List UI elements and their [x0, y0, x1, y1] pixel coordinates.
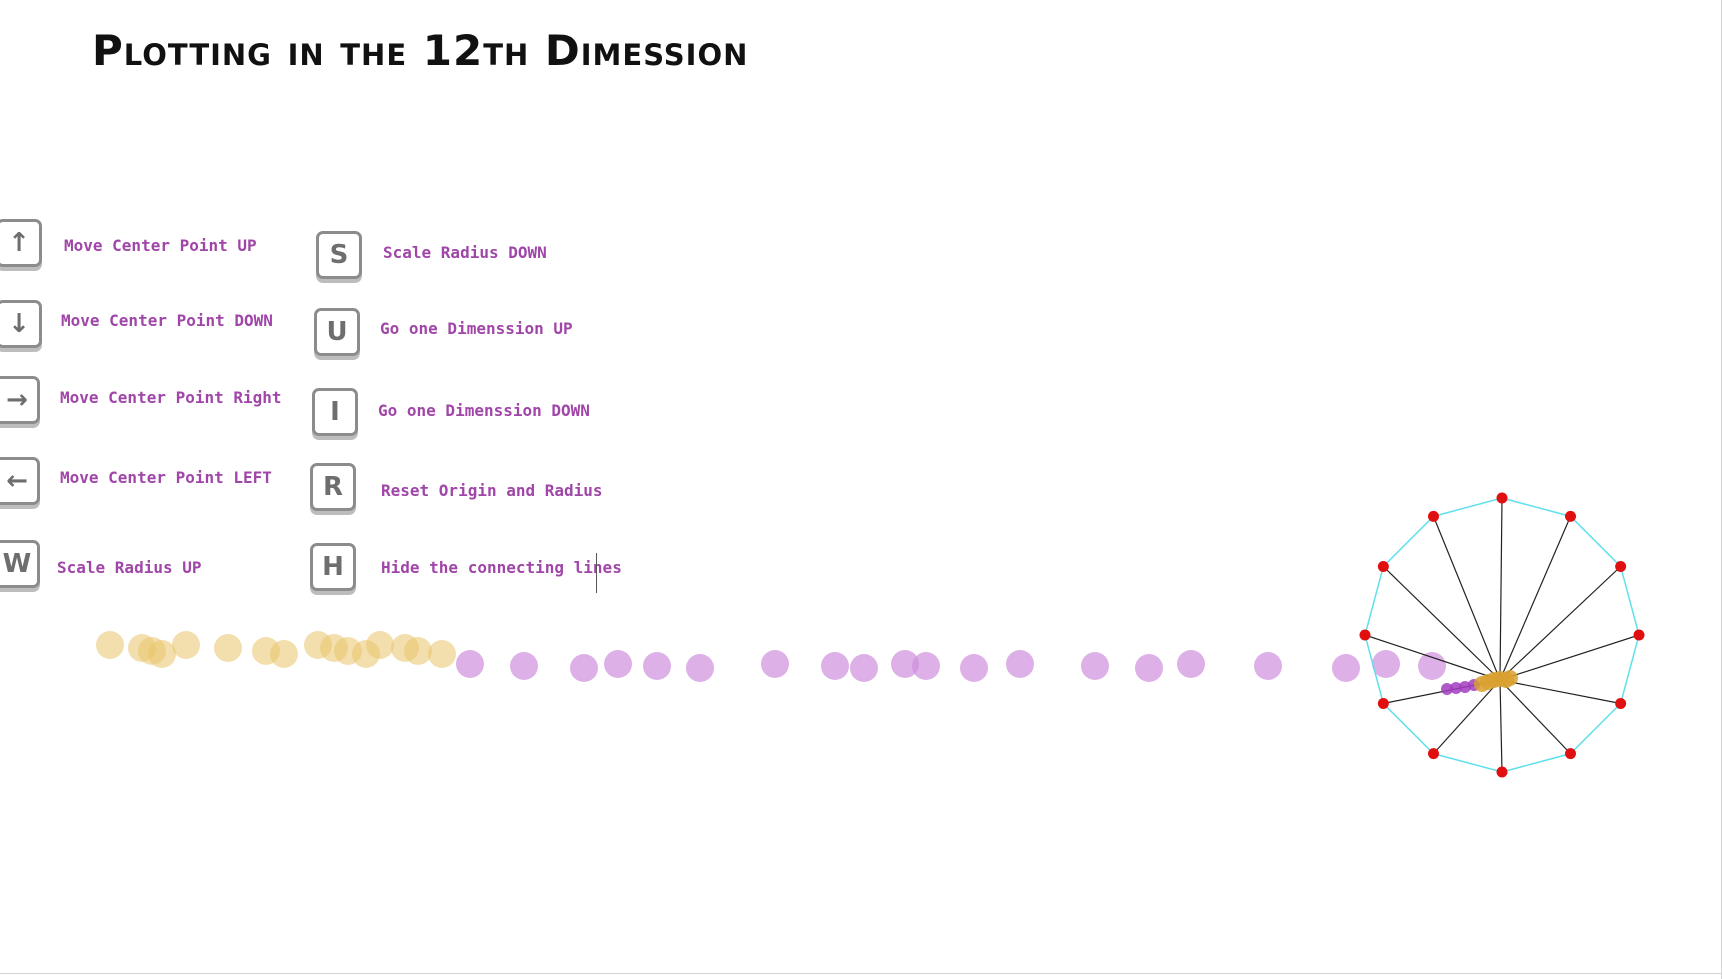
h-key-icon[interactable]: H [310, 543, 356, 591]
i-key-icon[interactable]: I [312, 388, 358, 436]
control-label-hide-lines: Hide the connecting lines [381, 558, 622, 577]
center-point-cluster [1441, 670, 1518, 695]
axis-vertex [1377, 561, 1389, 572]
page-title: Plotting in the 12th Dimession [92, 26, 749, 75]
connecting-lines [1364, 497, 1640, 773]
connecting-line [1432, 516, 1501, 681]
s-key-icon[interactable]: S [316, 231, 362, 279]
trail-point [214, 634, 242, 662]
arrow-up-icon[interactable]: ↑ [0, 219, 42, 267]
control-label-dimension-up: Go one Dimenssion UP [380, 319, 573, 338]
arrow-down-icon[interactable]: ↓ [0, 300, 42, 348]
trail-point [891, 650, 919, 678]
connecting-line [1499, 634, 1640, 681]
trail-point [850, 654, 878, 682]
control-label-move-down: Move Center Point DOWN [61, 311, 273, 330]
trail-point [912, 652, 940, 680]
connecting-line [1499, 516, 1572, 681]
connecting-line [1499, 679, 1503, 773]
axis-vertex [1428, 748, 1439, 760]
connecting-line [1499, 497, 1503, 681]
connecting-line [1499, 679, 1571, 755]
trail-point [1081, 652, 1109, 680]
control-label-reset: Reset Origin and Radius [381, 481, 603, 500]
control-label-move-right: Move Center Point Right [60, 388, 282, 407]
r-key-icon[interactable]: R [310, 463, 356, 511]
trail-point [1177, 650, 1205, 678]
trail-point [1418, 652, 1446, 680]
w-key-icon[interactable]: W [0, 540, 40, 588]
trail-point [366, 631, 394, 659]
connecting-line [1499, 566, 1622, 681]
center-point [1502, 670, 1518, 686]
axis-vertex [1615, 561, 1627, 572]
connecting-line [1364, 634, 1501, 681]
axis-vertex [1377, 698, 1389, 709]
trail-point [404, 637, 432, 665]
axis-vertex [1496, 766, 1508, 778]
trail-point [960, 654, 988, 682]
axis-vertices [1359, 492, 1645, 778]
control-label-scale-down: Scale Radius DOWN [383, 243, 547, 262]
text-caret [596, 553, 597, 593]
axis-vertex [1565, 510, 1576, 522]
arrow-right-icon[interactable]: → [0, 376, 40, 424]
trail-point [821, 652, 849, 680]
trail-point [172, 631, 200, 659]
trail-point [148, 640, 176, 668]
trail-point [1135, 654, 1163, 682]
trail-point [604, 650, 632, 678]
trail-point [270, 640, 298, 668]
u-key-icon[interactable]: U [314, 308, 360, 356]
point-trail [96, 631, 1446, 682]
trail-point [643, 652, 671, 680]
axis-vertex [1633, 629, 1645, 641]
arrow-left-icon[interactable]: ← [0, 457, 40, 505]
connecting-line [1382, 566, 1501, 681]
axis-vertex [1359, 629, 1371, 641]
control-label-dimension-down: Go one Dimenssion DOWN [378, 401, 590, 420]
trail-point [510, 652, 538, 680]
trail-point [456, 650, 484, 678]
connecting-line [1499, 679, 1621, 705]
trail-point [1006, 650, 1034, 678]
axis-vertex [1428, 510, 1439, 522]
axis-vertex [1496, 492, 1508, 504]
trail-point [1254, 652, 1282, 680]
trail-point [686, 654, 714, 682]
trail-point [1372, 650, 1400, 678]
trail-point [96, 631, 124, 659]
trail-point [1332, 654, 1360, 682]
control-label-move-left: Move Center Point LEFT [60, 468, 272, 487]
center-point [1450, 682, 1462, 694]
axis-vertex [1615, 698, 1627, 709]
axis-vertex [1565, 748, 1576, 760]
trail-point [570, 654, 598, 682]
center-point [1459, 681, 1471, 693]
canvas-bottom-border [0, 973, 1722, 974]
trail-point [428, 640, 456, 668]
control-label-scale-up: Scale Radius UP [57, 558, 202, 577]
trail-point [761, 650, 789, 678]
connecting-line [1433, 679, 1501, 755]
control-label-move-up: Move Center Point UP [64, 236, 257, 255]
center-point [1441, 683, 1453, 695]
